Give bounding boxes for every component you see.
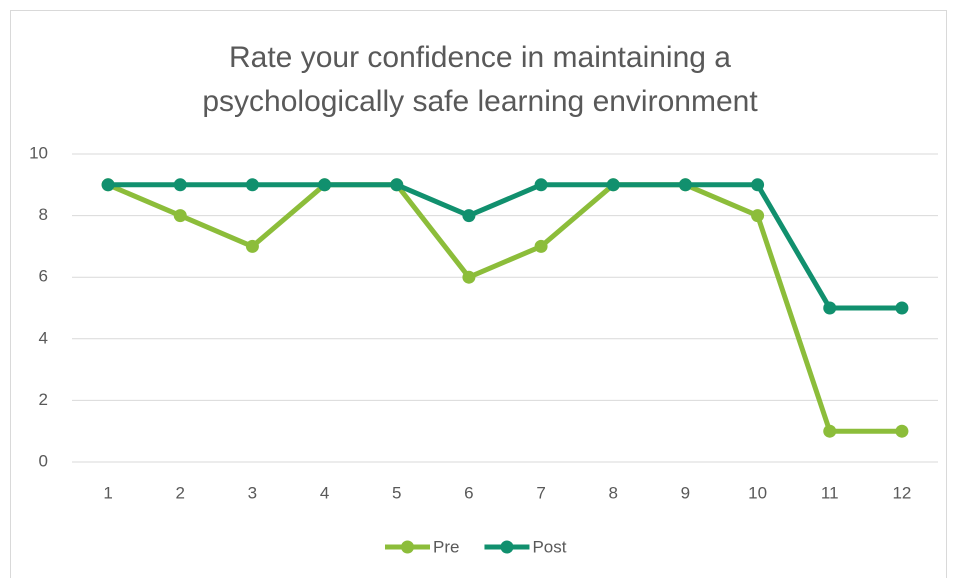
data-point [606, 178, 620, 192]
data-point [895, 424, 909, 438]
x-tick-label: 4 [320, 483, 329, 502]
x-tick-label: 8 [609, 483, 618, 502]
data-point [173, 209, 187, 223]
series-line [108, 182, 902, 311]
x-tick-label: 7 [536, 483, 545, 502]
data-point [245, 239, 259, 253]
legend-label: Pre [433, 537, 459, 556]
series-line [107, 182, 902, 434]
chart-title: Rate your confidence in maintaining a ps… [202, 41, 758, 118]
y-tick-label: 6 [39, 267, 48, 286]
data-point [534, 239, 548, 253]
data-point [101, 178, 115, 192]
data-point [318, 178, 332, 192]
x-tick-label: 9 [681, 483, 690, 502]
data-point [534, 178, 548, 192]
y-tick-label: 4 [39, 328, 48, 347]
data-point [678, 178, 692, 192]
y-tick-label: 2 [39, 390, 48, 409]
x-tick-label: 1 [103, 483, 112, 502]
data-point [823, 424, 837, 438]
data-point [245, 178, 259, 192]
legend-label: Post [532, 537, 566, 556]
x-tick-label: 10 [748, 483, 767, 502]
chart-frame [10, 10, 947, 578]
x-tick-label: 3 [248, 483, 257, 502]
x-tick-label: 11 [821, 483, 839, 502]
data-point [390, 178, 404, 192]
y-tick-label: 10 [29, 143, 48, 162]
y-tick-label: 0 [39, 451, 48, 470]
x-tick-label: 12 [892, 483, 911, 502]
x-tick-label: 5 [392, 483, 401, 502]
legend-marker [401, 540, 414, 554]
data-point [895, 301, 909, 315]
y-tick-label: 8 [39, 205, 48, 224]
data-point [173, 178, 187, 192]
data-point [462, 270, 476, 284]
x-tick-label: 2 [176, 483, 185, 502]
legend-marker [500, 540, 514, 554]
data-point [751, 178, 765, 192]
data-point [462, 209, 476, 223]
data-point [751, 209, 765, 223]
x-tick-label: 6 [464, 483, 473, 502]
data-point [823, 301, 837, 315]
